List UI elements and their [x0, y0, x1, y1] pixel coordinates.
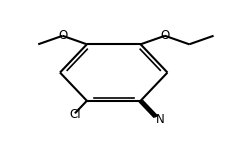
Text: N: N — [156, 113, 165, 126]
Text: O: O — [58, 29, 67, 42]
Text: Cl: Cl — [69, 108, 81, 120]
Text: O: O — [160, 29, 169, 42]
